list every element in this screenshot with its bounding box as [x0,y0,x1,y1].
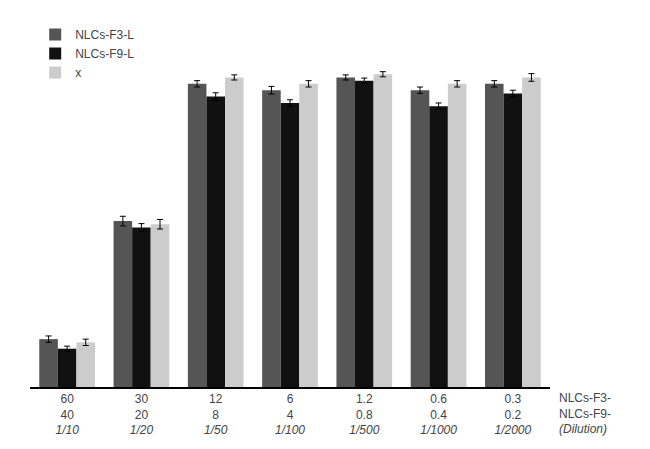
svg-text:NLCs-F3-NLCs-F9-(Dilution): NLCs-F3-NLCs-F9-(Dilution) [559,391,611,436]
svg-text:0.60.41/1000: 0.60.41/1000 [420,392,457,437]
svg-text:x: x [75,66,81,80]
svg-text:641/100: 641/100 [275,392,305,437]
svg-text:0.30.21/2000: 0.30.21/2000 [495,392,532,437]
svg-text:NLCs-F3-L: NLCs-F3-L [75,28,134,42]
svg-text:1281/50: 1281/50 [204,392,228,437]
svg-text:NLCs-F9-L: NLCs-F9-L [75,47,134,61]
svg-text:30201/20: 30201/20 [130,392,154,437]
svg-text:60401/10: 60401/10 [55,392,79,437]
svg-text:1.20.81/500: 1.20.81/500 [349,392,379,437]
